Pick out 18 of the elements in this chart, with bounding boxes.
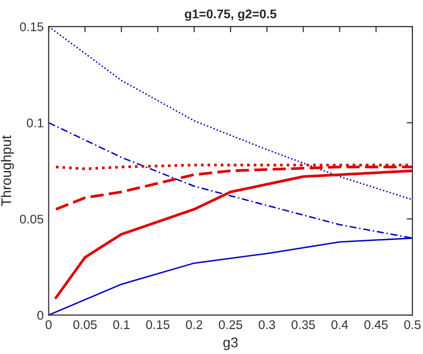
- x-tick-label: 0.2: [186, 320, 202, 330]
- x-tick-label: 0.05: [73, 320, 97, 330]
- x-tick-label: 0.15: [146, 320, 170, 330]
- chart-title: g1=0.75, g2=0.5: [184, 9, 276, 21]
- y-tick-label: 0.05: [20, 214, 44, 224]
- x-tick-label: 0: [46, 320, 52, 330]
- y-tick-label: 0: [37, 310, 44, 320]
- y-axis-title: Throughput: [0, 135, 14, 206]
- y-tick-label: 0.1: [26, 118, 44, 128]
- x-tick-label: 0.35: [292, 320, 315, 330]
- x-tick-label: 0.5: [404, 320, 421, 330]
- x-tick-label: 0.3: [258, 320, 276, 330]
- x-tick-label: 0.25: [218, 320, 242, 330]
- x-tick-label: 0.4: [331, 320, 348, 330]
- y-tick-label: 0.15: [20, 22, 44, 32]
- x-axis-title: g3: [223, 337, 238, 350]
- x-tick-label: 0.45: [364, 320, 388, 330]
- x-tick-label: 0.1: [113, 320, 130, 330]
